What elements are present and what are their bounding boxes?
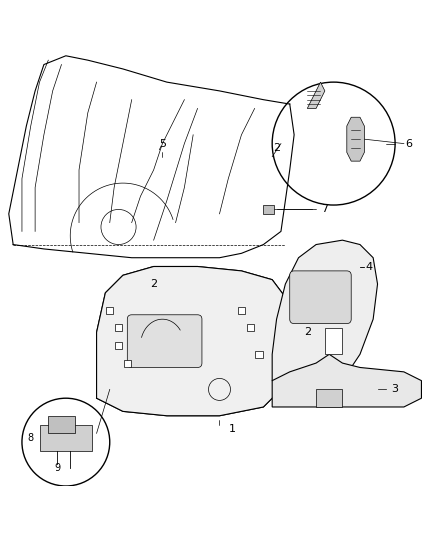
Text: 7: 7 bbox=[321, 205, 328, 214]
Bar bbox=[115, 342, 122, 349]
Bar bbox=[324, 328, 342, 354]
Bar bbox=[255, 351, 262, 358]
Bar bbox=[115, 325, 122, 332]
Text: 2: 2 bbox=[150, 279, 157, 289]
Text: 8: 8 bbox=[28, 433, 34, 443]
Bar bbox=[124, 360, 131, 367]
Text: 6: 6 bbox=[404, 139, 411, 149]
FancyBboxPatch shape bbox=[289, 271, 350, 324]
Bar bbox=[106, 307, 113, 314]
Text: 4: 4 bbox=[364, 262, 371, 271]
Bar bbox=[246, 325, 253, 332]
Text: 3: 3 bbox=[391, 384, 398, 394]
Text: 5: 5 bbox=[159, 139, 166, 149]
Polygon shape bbox=[315, 390, 342, 407]
Bar bbox=[237, 307, 244, 314]
Polygon shape bbox=[272, 240, 377, 398]
Polygon shape bbox=[96, 266, 289, 416]
Bar bbox=[263, 205, 274, 214]
Polygon shape bbox=[307, 82, 324, 108]
Polygon shape bbox=[346, 117, 364, 161]
Polygon shape bbox=[272, 354, 420, 407]
Bar bbox=[48, 416, 74, 433]
Text: 9: 9 bbox=[54, 463, 60, 473]
Bar bbox=[39, 425, 92, 451]
Text: 1: 1 bbox=[229, 424, 236, 434]
Text: 2: 2 bbox=[303, 327, 310, 337]
FancyBboxPatch shape bbox=[127, 315, 201, 367]
Text: 2: 2 bbox=[272, 143, 279, 153]
